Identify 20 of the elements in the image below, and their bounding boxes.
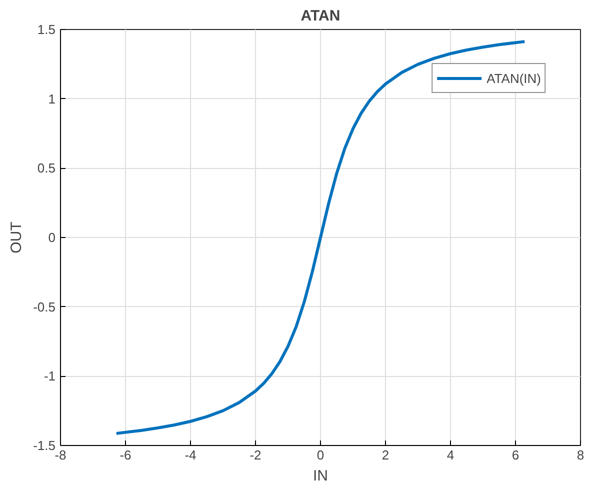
- x-tick-label: -2: [250, 448, 262, 462]
- x-tick-label: 8: [576, 448, 584, 462]
- x-tick-label: -8: [54, 448, 66, 462]
- chart-title: ATAN: [300, 8, 340, 24]
- y-tick-label: 1.5: [37, 22, 56, 37]
- x-tick-label: -4: [184, 448, 196, 462]
- x-tick-label: 6: [512, 448, 520, 462]
- y-tick-label: -1: [44, 368, 56, 384]
- x-tick-label: -6: [120, 448, 132, 462]
- x-axis-title: IN: [313, 468, 328, 484]
- y-tick-label: -0.5: [33, 299, 56, 314]
- y-tick-label: -1.5: [33, 438, 56, 453]
- y-tick-label: 0.5: [37, 160, 56, 176]
- legend-label: ATAN(IN): [486, 70, 541, 86]
- y-axis-title: OUT: [8, 222, 26, 254]
- x-tick-label: 0: [316, 448, 324, 462]
- x-tick-label: 2: [382, 448, 390, 462]
- y-tick-label: 1: [48, 91, 56, 106]
- y-tick-label: 0: [48, 230, 56, 245]
- x-tick-label: 4: [446, 448, 454, 462]
